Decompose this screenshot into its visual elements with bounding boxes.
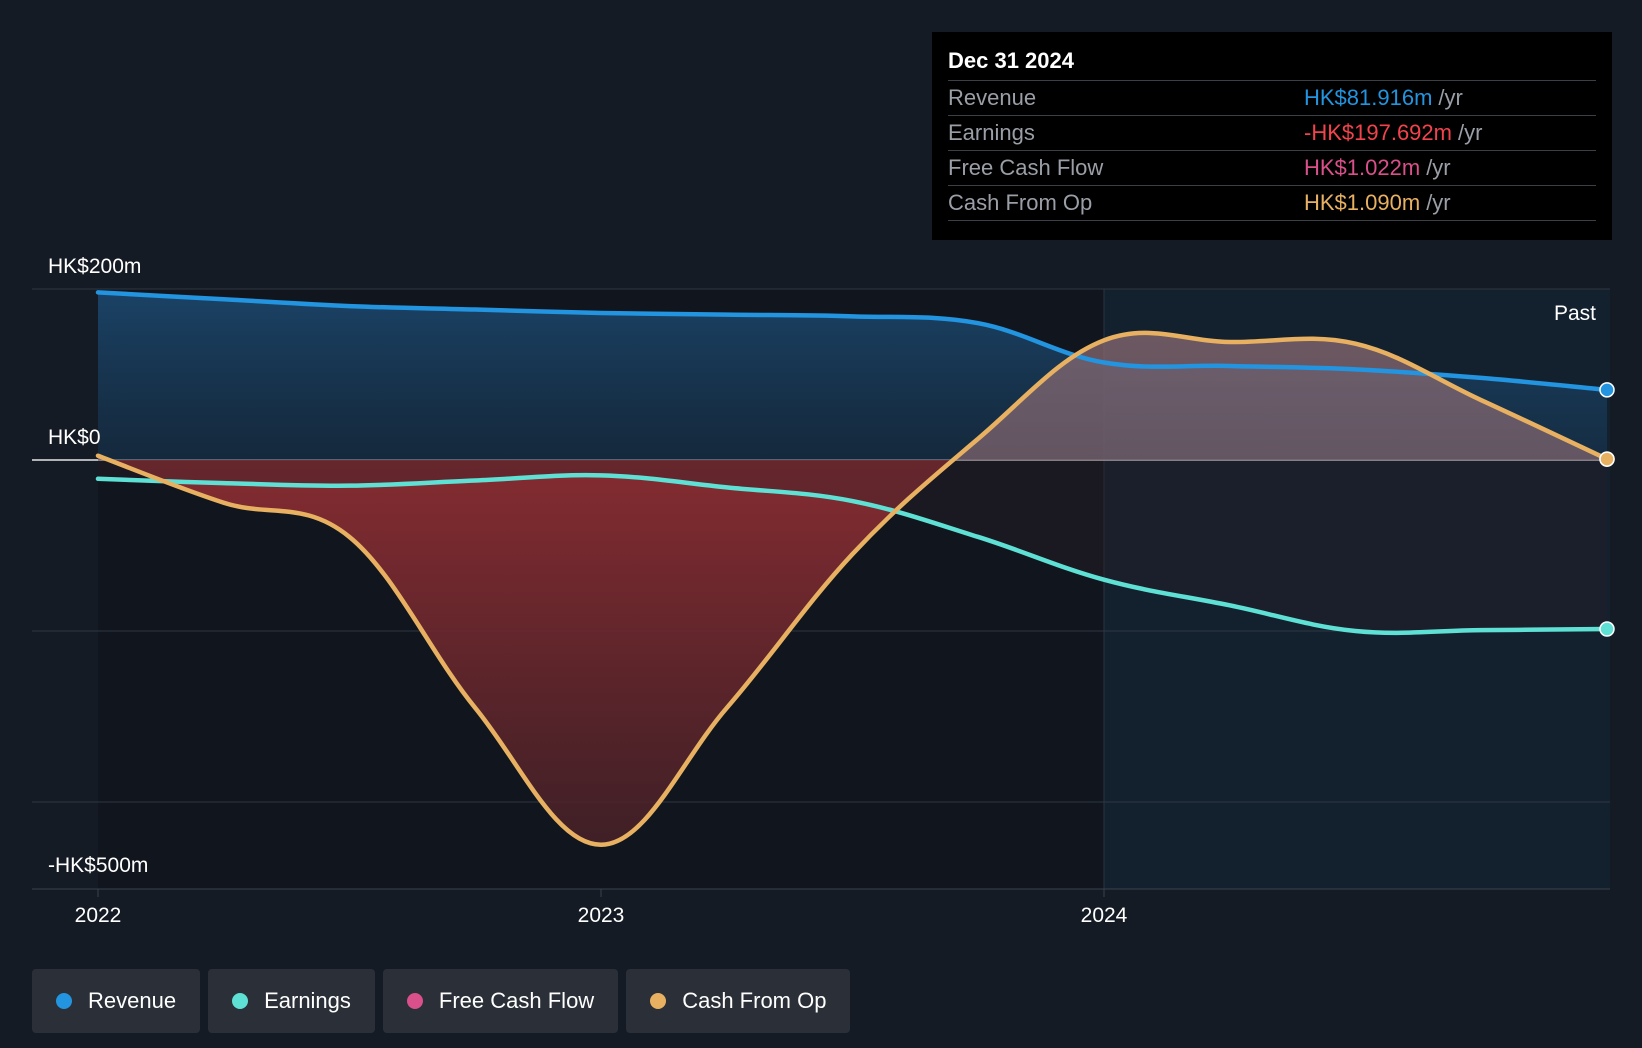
- y-tick-label: -HK$500m: [48, 854, 148, 877]
- cash-from-op-line: [95, 330, 1610, 848]
- tooltip: Dec 31 2024 Revenue HK$81.916m/yr Earnings…: [932, 32, 1612, 240]
- x-tick-label: 2022: [75, 904, 122, 927]
- legend-dot-icon: [232, 993, 249, 1009]
- tooltip-unit: /yr: [1457, 120, 1483, 145]
- cash-flow-negative-area: [98, 460, 1607, 845]
- revenue-end-point: [1599, 382, 1615, 398]
- tooltip-value: HK$1.090m/yr: [1304, 186, 1451, 220]
- x-tick-label: 2024: [1081, 904, 1128, 927]
- tooltip-row: Cash From Op HK$1.090m/yr: [948, 186, 1596, 221]
- tooltip-label: Revenue: [948, 85, 1037, 110]
- past-label: Past: [1554, 302, 1596, 325]
- legend-item-earnings[interactable]: Earnings: [208, 969, 375, 1033]
- x-tick-label: 2023: [578, 904, 625, 927]
- legend-item-revenue[interactable]: Revenue: [32, 969, 201, 1033]
- earnings-line: [95, 472, 1610, 636]
- tooltip-amount: HK$1.090m: [1304, 190, 1421, 215]
- legend-dot-icon: [406, 993, 423, 1009]
- tooltip-amount: -HK$197.692m: [1304, 120, 1452, 145]
- tooltip-row: Revenue HK$81.916m/yr: [948, 81, 1596, 116]
- tooltip-date: Dec 31 2024: [948, 46, 1596, 81]
- legend-item-cash-from-op[interactable]: Cash From Op: [626, 969, 851, 1033]
- tooltip-label: Free Cash Flow: [948, 155, 1104, 180]
- legend-item-free-cash-flow[interactable]: Free Cash Flow: [382, 969, 619, 1033]
- tooltip-label: Cash From Op: [948, 190, 1093, 215]
- y-tick-label: HK$200m: [48, 255, 141, 278]
- tooltip-row: Earnings -HK$197.692m/yr: [948, 116, 1596, 151]
- tooltip-unit: /yr: [1426, 155, 1451, 180]
- tooltip-unit: /yr: [1426, 190, 1451, 215]
- tooltip-value: HK$1.022m/yr: [1304, 151, 1451, 185]
- tooltip-value: -HK$197.692m/yr: [1304, 116, 1482, 150]
- legend-label: Cash From Op: [682, 988, 827, 1013]
- tooltip-amount: HK$1.022m: [1304, 155, 1421, 180]
- tooltip-label: Earnings: [948, 120, 1035, 145]
- y-tick-label: HK$0: [48, 426, 101, 449]
- revenue-line: [95, 290, 1610, 393]
- legend-label: Earnings: [264, 988, 351, 1013]
- tooltip-unit: /yr: [1438, 85, 1463, 110]
- legend: Revenue Earnings Free Cash Flow Cash From O…: [32, 969, 851, 1033]
- earnings-end-point: [1599, 621, 1615, 637]
- legend-label: Revenue: [88, 988, 177, 1013]
- legend-label: Free Cash Flow: [438, 988, 595, 1013]
- tooltip-value: HK$81.916m/yr: [1304, 81, 1463, 115]
- earnings-area: [98, 460, 1607, 633]
- tooltip-amount: HK$81.916m: [1304, 85, 1433, 110]
- legend-dot-icon: [650, 993, 667, 1009]
- legend-dot-icon: [56, 993, 72, 1009]
- cash-from-op-end-point: [1599, 451, 1615, 467]
- tooltip-row: Free Cash Flow HK$1.022m/yr: [948, 151, 1596, 186]
